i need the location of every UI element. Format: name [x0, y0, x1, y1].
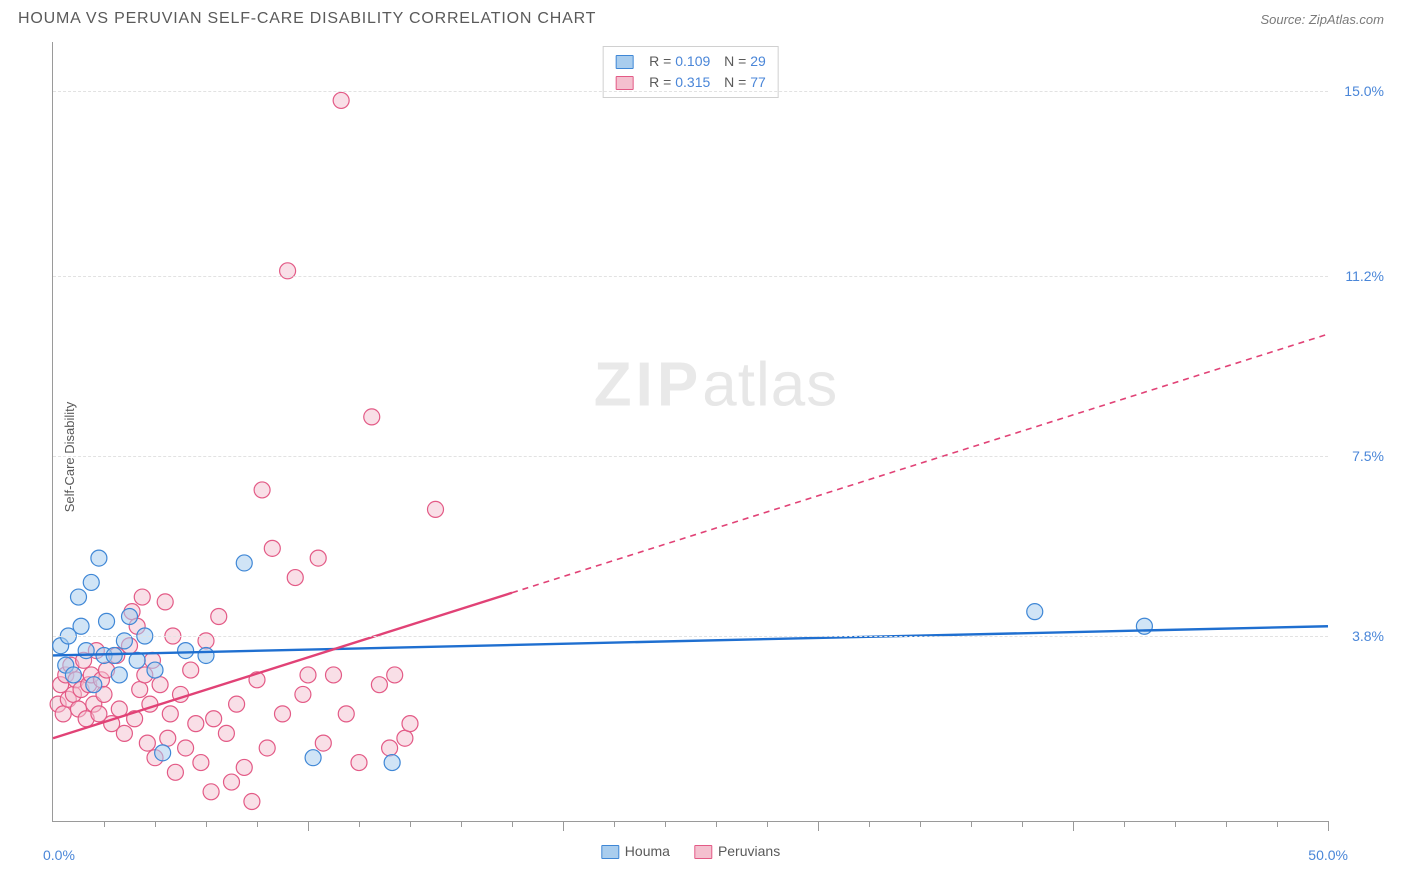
legend-item-peruvians: Peruvians [694, 843, 780, 859]
source-attribution: Source: ZipAtlas.com [1260, 12, 1384, 27]
swatch-peruvians-icon [694, 845, 712, 859]
chart-container: Self-Care Disability ZIPatlas R = 0.109 … [18, 42, 1388, 872]
chart-title: HOUMA VS PERUVIAN SELF-CARE DISABILITY C… [18, 10, 596, 28]
y-tick-label: 7.5% [1352, 448, 1384, 464]
swatch-houma-icon [601, 845, 619, 859]
x-axis-min-label: 0.0% [43, 847, 75, 863]
series-legend: Houma Peruvians [601, 843, 780, 859]
y-tick-label: 11.2% [1345, 268, 1384, 284]
y-tick-label: 15.0% [1344, 83, 1384, 99]
x-axis-max-label: 50.0% [1308, 847, 1348, 863]
source-link[interactable]: ZipAtlas.com [1309, 12, 1384, 27]
y-tick-label: 3.8% [1352, 628, 1384, 644]
plot-area: ZIPatlas R = 0.109 N = 29 R = 0.315 N = … [52, 42, 1328, 822]
legend-item-houma: Houma [601, 843, 670, 859]
scatter-svg [53, 42, 1328, 821]
